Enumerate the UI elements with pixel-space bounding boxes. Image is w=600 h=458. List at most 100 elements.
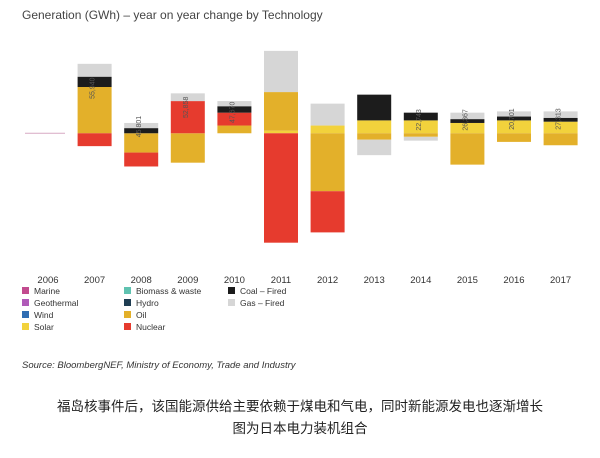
chart-title: Generation (GWh) – year on year change b… xyxy=(22,8,323,22)
bar-segment-2010-coal-fired xyxy=(217,106,252,113)
bar-value-label-2017: 27,313 xyxy=(556,108,563,130)
bar-segment-2013-gas-fired xyxy=(357,139,392,156)
legend-item-geothermal: Geothermal xyxy=(22,298,78,308)
x-tick-label-2016: 2016 xyxy=(503,275,524,286)
x-tick-label-2017: 2017 xyxy=(550,275,571,286)
bar-segment-2013-coal-fired xyxy=(357,94,392,121)
bar-chart: 55,940 45,801 52,858 47,670 22,743 26,367 20,7… xyxy=(25,50,578,286)
bar-segment-2011-oil xyxy=(264,92,298,131)
legend-label-oil: Oil xyxy=(136,310,147,320)
x-tick-label-2015: 2015 xyxy=(457,275,478,286)
legend-label-gas-fired: Gas – Fired xyxy=(240,298,285,308)
bar-segment-2007-nuclear xyxy=(77,133,112,147)
legend-label-coal-fired: Coal – Fired xyxy=(240,286,287,296)
bar-segment-2012-gas-fired xyxy=(310,103,345,126)
bar-value-labels: 55,940 45,801 52,858 47,670 22,743 26,367 20,7… xyxy=(90,77,563,137)
legend-swatch-wind xyxy=(22,311,29,319)
x-tick-label-2007: 2007 xyxy=(84,275,105,286)
bar-value-label-2009: 52,858 xyxy=(183,97,190,119)
legend-label-nuclear: Nuclear xyxy=(136,322,166,332)
bar-segment-2017-oil xyxy=(543,133,578,146)
bar-segment-2016-oil xyxy=(497,133,531,142)
bar-segment-2007-coal-fired xyxy=(77,76,112,87)
legend-item-marine: Marine xyxy=(22,286,60,296)
legend-label-geothermal: Geothermal xyxy=(34,298,79,308)
legend-item-hydro: Hydro xyxy=(124,298,159,308)
legend-swatch-gas-fired xyxy=(228,299,235,307)
bar-segment-2017-gas-fired xyxy=(543,111,578,118)
x-axis-labels: 2006 2007 2008 2009 2010 2011 2012 2013 2014 2015… xyxy=(37,275,571,286)
legend-item-oil: Oil xyxy=(124,310,146,320)
bar-segment-2008-gas-fired xyxy=(124,122,159,129)
legend-item-nuclear: Nuclear xyxy=(124,322,165,332)
legend-item-coal-fired: Coal – Fired xyxy=(228,286,286,296)
legend-item-solar: Solar xyxy=(22,322,54,332)
x-tick-label-2013: 2013 xyxy=(364,275,385,286)
legend-swatch-geothermal xyxy=(22,299,29,307)
bar-segment-2011-solar xyxy=(264,130,298,134)
bar-segment-2010-gas-fired xyxy=(217,101,252,107)
legend-swatch-biomass-waste xyxy=(124,287,131,295)
x-tick-label-2014: 2014 xyxy=(410,275,431,286)
bar-segment-2011-gas-fired xyxy=(264,50,298,93)
bar-value-label-2008: 45,801 xyxy=(136,116,143,138)
bar-segment-2015-oil xyxy=(450,133,485,165)
legend-swatch-oil xyxy=(124,311,131,319)
bar-segment-2008-oil xyxy=(124,133,159,153)
bar-segment-2007-gas-fired xyxy=(77,63,112,77)
bar-segment-2014-coal-fired xyxy=(403,112,438,121)
bar-value-label-2007: 55,940 xyxy=(90,77,97,99)
legend-label-hydro: Hydro xyxy=(136,298,159,308)
source-note: Source: BloombergNEF, Ministry of Econom… xyxy=(22,360,296,371)
bar-segment-2010-oil xyxy=(217,125,252,134)
bar-segment-2016-solar xyxy=(497,120,531,134)
bar-segment-2007-oil xyxy=(77,86,112,134)
bar-segment-2014-gas-fired xyxy=(403,136,438,141)
legend-item-gas-fired: Gas – Fired xyxy=(228,298,284,308)
bar-segment-2017-coal-fired xyxy=(543,117,578,122)
bar-segment-2010-nuclear xyxy=(217,112,252,126)
legend-item-biomass-waste: Biomass & waste xyxy=(124,286,201,296)
x-tick-label-2011: 2011 xyxy=(271,275,291,286)
bar-segment-2014-oil xyxy=(403,133,438,137)
bar-segment-2015-coal-fired xyxy=(450,119,485,123)
bar-segment-2009-oil xyxy=(170,133,205,163)
bar-value-label-2010: 47,670 xyxy=(229,102,236,124)
legend-swatch-nuclear xyxy=(124,323,131,331)
legend-item-wind: Wind xyxy=(22,310,53,320)
caption-line-2: 图为日本电力装机组合 xyxy=(232,421,368,436)
figure-caption: 福岛核事件后，该国能源供给主要依赖于煤电和气电，同时新能源发电也逐渐增长 图为日… xyxy=(0,396,600,440)
legend: Marine Geothermal Wind Solar Biomass & waste… xyxy=(22,286,342,342)
x-tick-label-2012: 2012 xyxy=(317,275,338,286)
bar-segment-2014-solar xyxy=(403,120,438,134)
bar-segment-2013-solar xyxy=(357,120,392,134)
bar-segment-2012-nuclear xyxy=(310,191,345,233)
x-tick-label-2010: 2010 xyxy=(224,275,245,286)
bar-value-label-2014: 22,743 xyxy=(416,109,423,131)
bar-segment-2015-solar xyxy=(450,122,485,134)
legend-label-biomass-waste: Biomass & waste xyxy=(136,286,202,296)
bar-segment-2011-nuclear xyxy=(264,133,298,243)
caption-line-1: 福岛核事件后，该国能源供给主要依赖于煤电和气电，同时新能源发电也逐渐增长 xyxy=(57,399,543,414)
x-tick-label-2006: 2006 xyxy=(37,275,58,286)
legend-swatch-coal-fired xyxy=(228,287,235,295)
bar-segment-2016-gas-fired xyxy=(497,111,531,117)
x-tick-label-2009: 2009 xyxy=(177,275,198,286)
legend-swatch-hydro xyxy=(124,299,131,307)
legend-label-marine: Marine xyxy=(34,286,60,296)
legend-label-solar: Solar xyxy=(34,322,54,332)
bar-value-label-2015: 26,367 xyxy=(462,109,469,131)
bar-segment-2012-solar xyxy=(310,125,345,134)
legend-swatch-solar xyxy=(22,323,29,331)
bar-segment-2009-nuclear xyxy=(170,101,205,134)
legend-swatch-marine xyxy=(22,287,29,295)
bar-segment-2016-coal-fired xyxy=(497,116,531,121)
bar-segment-2008-nuclear xyxy=(124,152,159,167)
bar-segment-2015-gas-fired xyxy=(450,112,485,120)
bar-segment-2013-oil xyxy=(357,133,392,140)
bar-value-label-2016: 20,701 xyxy=(509,108,516,130)
bar-segment-2008-coal-fired xyxy=(124,128,159,134)
x-tick-label-2008: 2008 xyxy=(131,275,152,286)
legend-label-wind: Wind xyxy=(34,310,54,320)
bars-layer xyxy=(25,50,578,243)
